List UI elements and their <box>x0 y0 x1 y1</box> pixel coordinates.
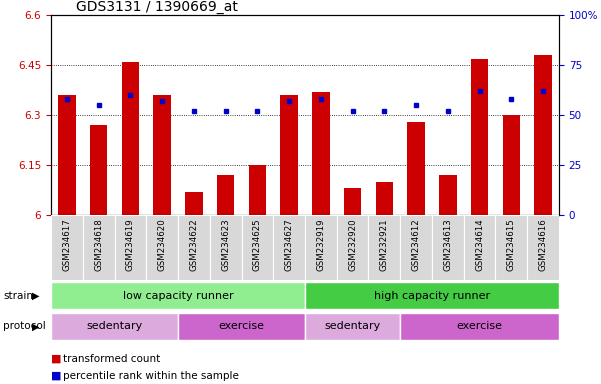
Text: GSM234614: GSM234614 <box>475 218 484 271</box>
Text: protocol: protocol <box>3 321 46 331</box>
Bar <box>407 122 425 215</box>
Bar <box>432 215 464 280</box>
Bar <box>249 165 266 215</box>
Text: GSM234618: GSM234618 <box>94 218 103 271</box>
Bar <box>210 215 242 280</box>
Bar <box>534 55 552 215</box>
Text: GSM234623: GSM234623 <box>221 218 230 271</box>
Bar <box>83 215 115 280</box>
Bar <box>305 215 337 280</box>
Text: ■: ■ <box>51 354 61 364</box>
Text: strain: strain <box>3 291 33 301</box>
Text: ■: ■ <box>51 371 61 381</box>
Bar <box>281 95 298 215</box>
Bar <box>337 215 368 280</box>
Text: GSM234627: GSM234627 <box>285 218 294 271</box>
Bar <box>305 313 400 340</box>
Text: percentile rank within the sample: percentile rank within the sample <box>63 371 239 381</box>
Bar <box>439 175 457 215</box>
Bar <box>502 115 520 215</box>
Text: GSM232919: GSM232919 <box>316 218 325 271</box>
Text: exercise: exercise <box>219 321 264 331</box>
Bar <box>464 215 495 280</box>
Text: GDS3131 / 1390669_at: GDS3131 / 1390669_at <box>76 0 239 14</box>
Bar <box>400 313 559 340</box>
Bar <box>273 215 305 280</box>
Bar <box>51 215 83 280</box>
Bar <box>344 189 361 215</box>
Text: ▶: ▶ <box>32 321 40 331</box>
Bar <box>527 215 559 280</box>
Text: low capacity runner: low capacity runner <box>123 291 233 301</box>
Bar <box>58 95 76 215</box>
Bar <box>305 282 559 309</box>
Text: GSM234617: GSM234617 <box>63 218 72 271</box>
Text: transformed count: transformed count <box>63 354 160 364</box>
Bar <box>217 175 234 215</box>
Text: GSM234615: GSM234615 <box>507 218 516 271</box>
Bar <box>146 215 178 280</box>
Bar <box>115 215 146 280</box>
Bar <box>122 62 139 215</box>
Bar <box>153 95 171 215</box>
Bar <box>90 125 108 215</box>
Bar <box>178 215 210 280</box>
Text: GSM232920: GSM232920 <box>348 218 357 271</box>
Text: GSM234620: GSM234620 <box>157 218 166 271</box>
Text: GSM234619: GSM234619 <box>126 218 135 271</box>
Text: GSM234612: GSM234612 <box>412 218 421 271</box>
Text: GSM234613: GSM234613 <box>444 218 453 271</box>
Text: GSM234616: GSM234616 <box>538 218 548 271</box>
Text: GSM234622: GSM234622 <box>189 218 198 271</box>
Text: GSM232921: GSM232921 <box>380 218 389 271</box>
Bar <box>495 215 527 280</box>
Text: sedentary: sedentary <box>87 321 142 331</box>
Bar <box>376 182 393 215</box>
Text: high capacity runner: high capacity runner <box>374 291 490 301</box>
Text: sedentary: sedentary <box>325 321 381 331</box>
Bar <box>400 215 432 280</box>
Bar <box>368 215 400 280</box>
Text: GSM234625: GSM234625 <box>253 218 262 271</box>
Bar <box>312 92 329 215</box>
Text: exercise: exercise <box>457 321 502 331</box>
Bar <box>51 282 305 309</box>
Bar <box>242 215 273 280</box>
Bar <box>178 313 305 340</box>
Text: ▶: ▶ <box>32 291 40 301</box>
Bar <box>185 192 203 215</box>
Bar <box>471 59 488 215</box>
Bar <box>51 313 178 340</box>
